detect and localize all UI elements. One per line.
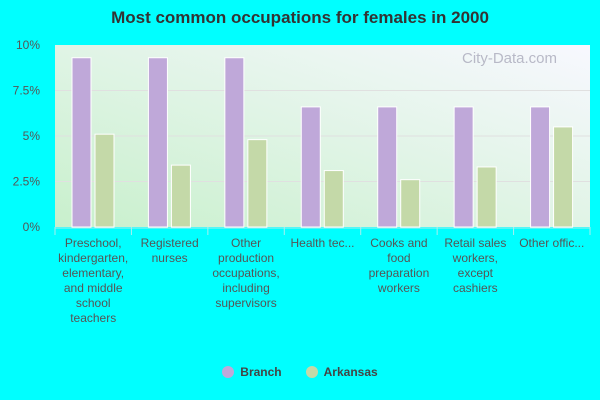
x-category-label: Other production occupations, including … [212, 236, 280, 310]
y-tick-label: 7.5% [13, 84, 41, 98]
bar-arkansas [553, 126, 574, 228]
y-tick-label: 10% [16, 38, 40, 52]
bar-branch [530, 106, 551, 228]
x-category-label: Registered nurses [140, 236, 199, 265]
y-tick-label: 5% [23, 129, 41, 143]
legend-item[interactable]: Arkansas [305, 365, 378, 379]
legend-swatch [305, 366, 318, 378]
bar-branch [147, 57, 168, 228]
legend-item[interactable]: Branch [222, 365, 282, 379]
bar-branch [453, 106, 474, 228]
legend-label: Branch [240, 365, 282, 379]
x-category-label: Preschool, kindergarten, elementary, and… [58, 236, 129, 325]
legend-label: Arkansas [323, 365, 378, 379]
bar-branch [377, 106, 398, 228]
x-category-label: Health tec... [290, 236, 355, 250]
y-tick-label: 0% [23, 220, 41, 234]
x-category-label: Other offic... [519, 236, 585, 250]
bar-arkansas [476, 166, 497, 228]
y-tick-label: 2.5% [13, 175, 41, 189]
bar-arkansas [170, 164, 191, 228]
bar-arkansas [400, 179, 421, 228]
legend-swatch [222, 366, 235, 378]
chart-title: Most common occupations for females in 2… [111, 8, 489, 27]
bar-arkansas [94, 133, 115, 228]
legend: Branch Arkansas [0, 365, 600, 379]
bar-branch [71, 57, 92, 228]
x-category-label: Cooks and food preparation workers [368, 236, 430, 295]
x-category-label: Retail sales workers, except cashiers [444, 236, 507, 295]
bar-arkansas [323, 170, 344, 228]
watermark-logo: City-Data.com [462, 50, 558, 67]
bar-branch [300, 106, 321, 228]
bar-arkansas [247, 139, 268, 228]
bar-branch [224, 57, 245, 228]
